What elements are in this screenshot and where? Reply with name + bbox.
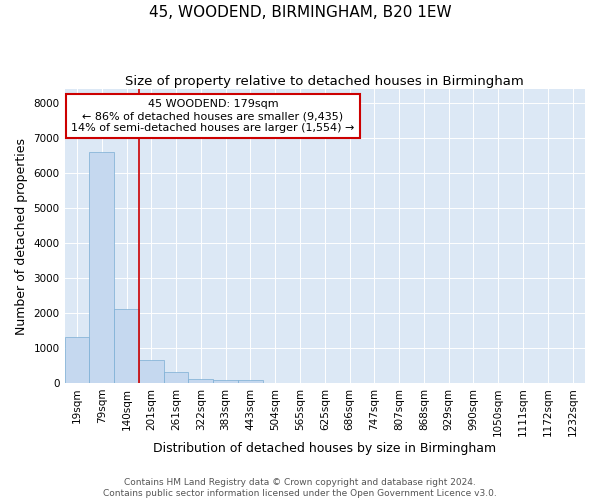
Bar — [238, 380, 263, 383]
Text: Contains HM Land Registry data © Crown copyright and database right 2024.
Contai: Contains HM Land Registry data © Crown c… — [103, 478, 497, 498]
X-axis label: Distribution of detached houses by size in Birmingham: Distribution of detached houses by size … — [153, 442, 496, 455]
Bar — [188, 378, 213, 383]
Title: Size of property relative to detached houses in Birmingham: Size of property relative to detached ho… — [125, 75, 524, 88]
Bar — [139, 360, 164, 383]
Bar — [164, 372, 188, 383]
Text: 45, WOODEND, BIRMINGHAM, B20 1EW: 45, WOODEND, BIRMINGHAM, B20 1EW — [149, 5, 451, 20]
Bar — [213, 380, 238, 383]
Y-axis label: Number of detached properties: Number of detached properties — [15, 138, 28, 334]
Text: 45 WOODEND: 179sqm
← 86% of detached houses are smaller (9,435)
14% of semi-deta: 45 WOODEND: 179sqm ← 86% of detached hou… — [71, 100, 355, 132]
Bar — [89, 152, 114, 383]
Bar — [114, 310, 139, 383]
Bar — [65, 338, 89, 383]
